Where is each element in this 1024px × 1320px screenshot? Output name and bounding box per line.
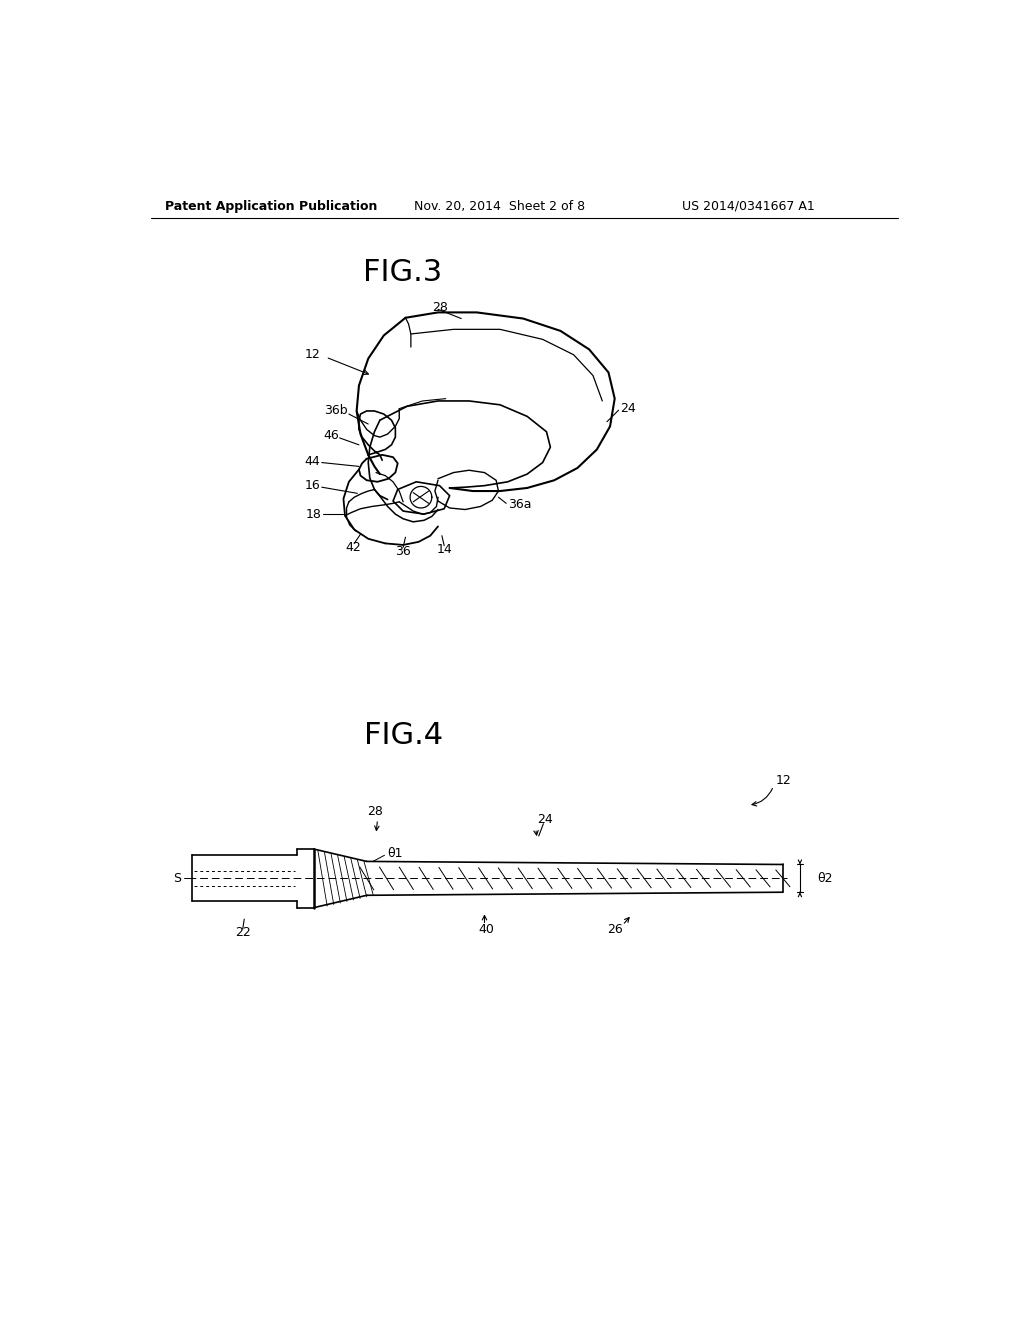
Text: 46: 46: [323, 429, 339, 442]
Text: 40: 40: [478, 924, 494, 936]
Text: 14: 14: [436, 543, 452, 556]
Text: US 2014/0341667 A1: US 2014/0341667 A1: [682, 199, 814, 213]
Text: 16: 16: [304, 479, 321, 492]
Text: 28: 28: [367, 805, 383, 818]
Text: 24: 24: [538, 813, 553, 825]
Text: 24: 24: [621, 403, 636, 416]
Text: FIG.3: FIG.3: [364, 257, 442, 286]
Text: Patent Application Publication: Patent Application Publication: [165, 199, 378, 213]
Text: S: S: [174, 871, 181, 884]
Text: 22: 22: [234, 925, 251, 939]
Text: Nov. 20, 2014  Sheet 2 of 8: Nov. 20, 2014 Sheet 2 of 8: [415, 199, 586, 213]
Text: θ1: θ1: [387, 847, 402, 861]
Text: 36b: 36b: [325, 404, 348, 417]
Text: 36a: 36a: [508, 499, 531, 511]
Text: 18: 18: [306, 508, 322, 520]
Text: 42: 42: [345, 541, 360, 554]
Text: 44: 44: [304, 454, 321, 467]
Text: FIG.4: FIG.4: [364, 722, 442, 750]
Text: 12: 12: [776, 774, 792, 787]
Text: 36: 36: [395, 545, 411, 557]
Text: 12: 12: [304, 348, 321, 362]
Text: 28: 28: [432, 301, 449, 314]
Text: θ2: θ2: [817, 871, 833, 884]
Text: 26: 26: [607, 924, 623, 936]
